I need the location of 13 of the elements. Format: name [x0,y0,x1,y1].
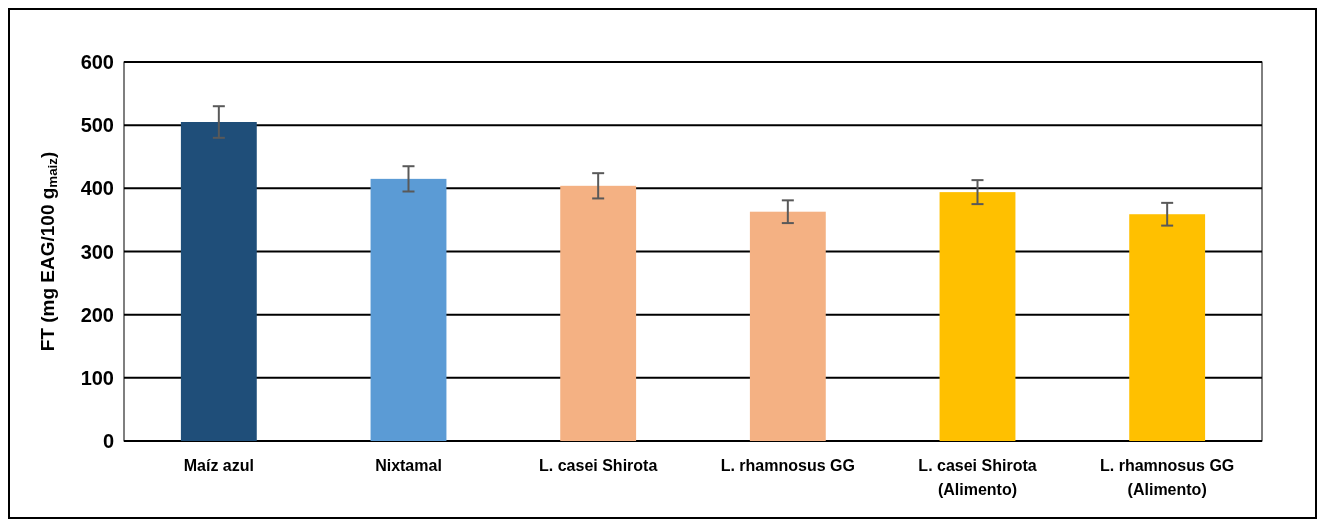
y-tick-label: 500 [80,114,114,137]
y-tick-label: 400 [80,177,114,200]
y-tick-label: 300 [80,240,114,263]
x-tick-label: L. rhamnosus GG [720,457,855,474]
y-tick-label: 100 [80,366,114,389]
x-tick-label: Nixtamal [375,457,442,474]
x-tick-label: Maíz azul [183,457,254,474]
x-tick-label: L. rhamnosus GG (Alimento) [1100,457,1235,498]
y-tick-label: 0 [102,430,114,452]
x-tick-label: L. casei Shirota [539,457,658,474]
x-tick-label: L. casei Shirota (Alimento) [918,457,1037,498]
y-tick-label: 600 [80,51,114,73]
y-tick-label: 200 [80,303,114,326]
